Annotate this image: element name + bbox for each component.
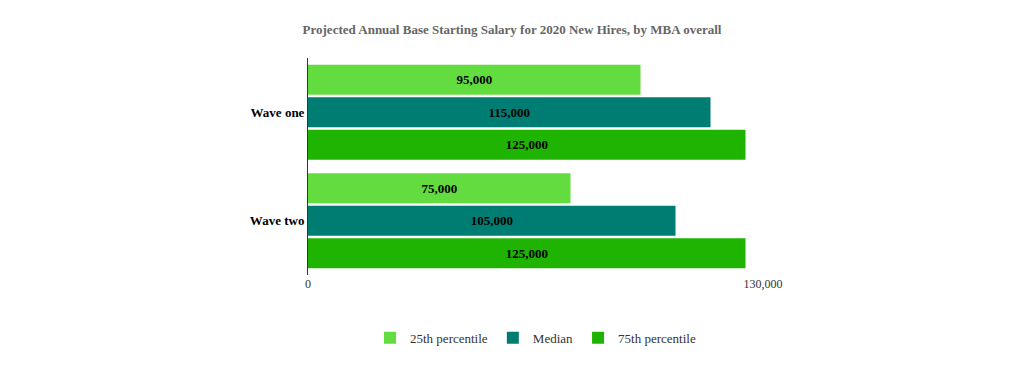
svg-text:0: 0 — [305, 277, 311, 291]
svg-text:130,000: 130,000 — [744, 277, 783, 291]
svg-text:75th percentile: 75th percentile — [618, 331, 696, 346]
svg-text:Wave two: Wave two — [250, 213, 305, 228]
svg-text:125,000: 125,000 — [506, 246, 548, 261]
svg-text:Wave one: Wave one — [251, 105, 305, 120]
svg-text:125,000: 125,000 — [506, 137, 548, 152]
svg-text:Projected Annual Base Starting: Projected Annual Base Starting Salary fo… — [303, 22, 722, 37]
svg-text:115,000: 115,000 — [488, 105, 530, 120]
svg-text:Median: Median — [533, 331, 573, 346]
svg-text:105,000: 105,000 — [471, 213, 513, 228]
svg-text:25th percentile: 25th percentile — [410, 331, 488, 346]
svg-text:75,000: 75,000 — [421, 181, 457, 196]
svg-text:95,000: 95,000 — [456, 72, 492, 87]
